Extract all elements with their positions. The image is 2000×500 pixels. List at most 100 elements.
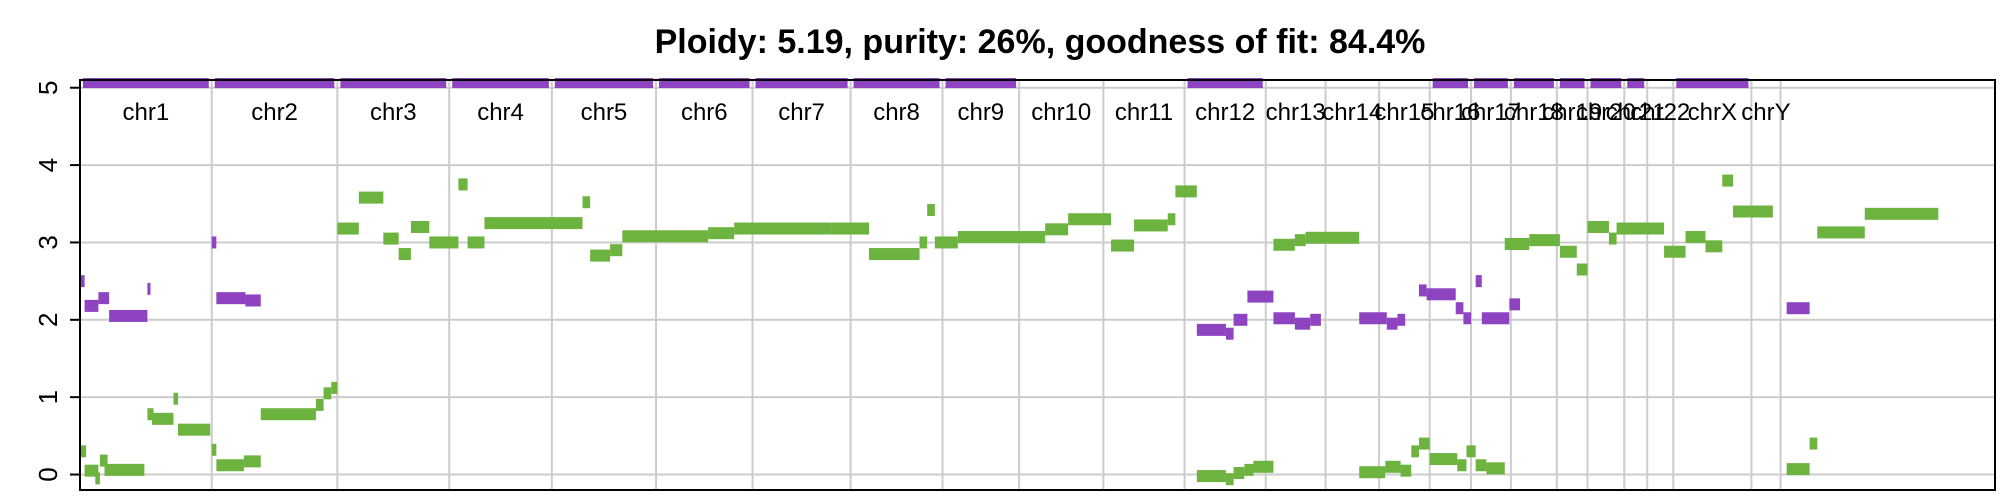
major-segment [1045, 223, 1069, 236]
minor-segment [98, 292, 110, 305]
major-segment [1385, 460, 1401, 473]
minor-segment [1273, 312, 1295, 325]
y-tick-label: 5 [33, 81, 63, 95]
major-segment [458, 178, 468, 191]
chromosome-band-top [1513, 78, 1554, 88]
major-segment [467, 236, 485, 249]
minor-segment [1418, 284, 1427, 297]
major-segment [1722, 174, 1734, 187]
minor-segment [1247, 290, 1274, 303]
major-segment [1305, 231, 1360, 244]
major-segment [173, 392, 179, 405]
major-segment [337, 222, 359, 235]
chromosome-band-top [1432, 78, 1469, 88]
major-segment [315, 398, 324, 411]
minor-segment [147, 282, 151, 295]
chromosome-label: chr22 [1630, 99, 1690, 126]
major-segment [868, 248, 920, 261]
chromosome-band-top [659, 78, 750, 88]
major-segment [323, 387, 332, 400]
minor-segment [109, 309, 148, 322]
chromosome-label: chr20 [1576, 99, 1636, 126]
major-segment [1685, 231, 1706, 244]
minor-segment [216, 292, 246, 305]
minor-segment [1509, 298, 1521, 311]
major-segment [1134, 219, 1168, 232]
major-segment [1705, 240, 1723, 253]
major-segment [95, 472, 100, 485]
chromosome-band-top [1627, 78, 1645, 88]
major-segment [1786, 463, 1810, 476]
major-segment [1664, 245, 1686, 258]
minor-segment [1233, 313, 1248, 326]
major-segment [178, 423, 211, 436]
major-segment [1429, 453, 1458, 466]
major-segment [1359, 466, 1386, 479]
major-segment [1253, 460, 1274, 473]
chromosome-label: chr5 [581, 99, 628, 126]
major-segment [734, 222, 831, 235]
chromosome-band-top [1474, 78, 1508, 88]
minor-segment [1294, 317, 1311, 330]
y-tick-label: 2 [33, 313, 63, 327]
minor-segment [245, 294, 261, 307]
minor-segment [84, 299, 99, 312]
minor-band-layer [83, 78, 1749, 88]
chromosome-label: chr13 [1266, 99, 1326, 126]
chromosome-label: chr4 [477, 99, 524, 126]
major-segment [1068, 213, 1112, 226]
major-segment [211, 443, 217, 456]
y-tick-label: 1 [33, 390, 63, 404]
major-segment [582, 196, 591, 209]
major-segment [934, 236, 958, 249]
major-segment [484, 217, 583, 230]
chromosome-band-top [83, 78, 209, 88]
chromosome-label: chrX [1688, 99, 1737, 126]
minor-segment [1463, 312, 1472, 325]
major-segment [1244, 463, 1254, 476]
chromosome-label: chr7 [778, 99, 825, 126]
minor-segment [1397, 313, 1406, 326]
chromosome-label-layer: chr1 chr2 chr3 chr4 chr5 chr6 chr7 chr8 chr9 chr1… [123, 99, 1791, 126]
major-segment [1167, 213, 1176, 226]
chromosome-band-top [554, 78, 654, 88]
y-tick-label: 4 [33, 158, 63, 172]
major-segment [80, 445, 87, 458]
minor-segment [1455, 302, 1464, 315]
major-segment [1400, 464, 1412, 477]
major-segment [260, 408, 316, 421]
chromosome-label: chr6 [681, 99, 728, 126]
minor-segment [1310, 313, 1321, 326]
major-segment [1504, 238, 1530, 250]
major-segment [1466, 445, 1476, 458]
minor-segment [1481, 312, 1510, 325]
chromosome-label: chr10 [1031, 99, 1091, 126]
major-segment [927, 203, 935, 216]
minor-segment [1196, 323, 1226, 336]
major-segment [243, 455, 261, 468]
minor-segment [80, 275, 85, 288]
major-segment [1111, 239, 1135, 252]
y-tick-label: 0 [33, 467, 63, 481]
major-segment [152, 412, 174, 425]
chromosome-label: chrY [1741, 99, 1790, 126]
minor-segment [1426, 288, 1456, 301]
major-segment [1175, 185, 1197, 198]
minor-segment [1386, 317, 1398, 330]
major-segment [1608, 232, 1617, 245]
major-segment [590, 249, 611, 262]
major-segment [1233, 466, 1245, 479]
chromosome-band-top [755, 78, 848, 88]
chromosome-label: chr2 [251, 99, 298, 126]
chromosome-label: chr3 [370, 99, 417, 126]
major-segment [429, 236, 459, 249]
plot-frame [79, 79, 1996, 491]
major-segment [147, 408, 154, 421]
major-segment [358, 191, 384, 204]
major-segment [398, 248, 411, 261]
chromosome-band-top [452, 78, 549, 88]
chromosome-label: chr8 [873, 99, 920, 126]
major-segment [1559, 245, 1577, 258]
